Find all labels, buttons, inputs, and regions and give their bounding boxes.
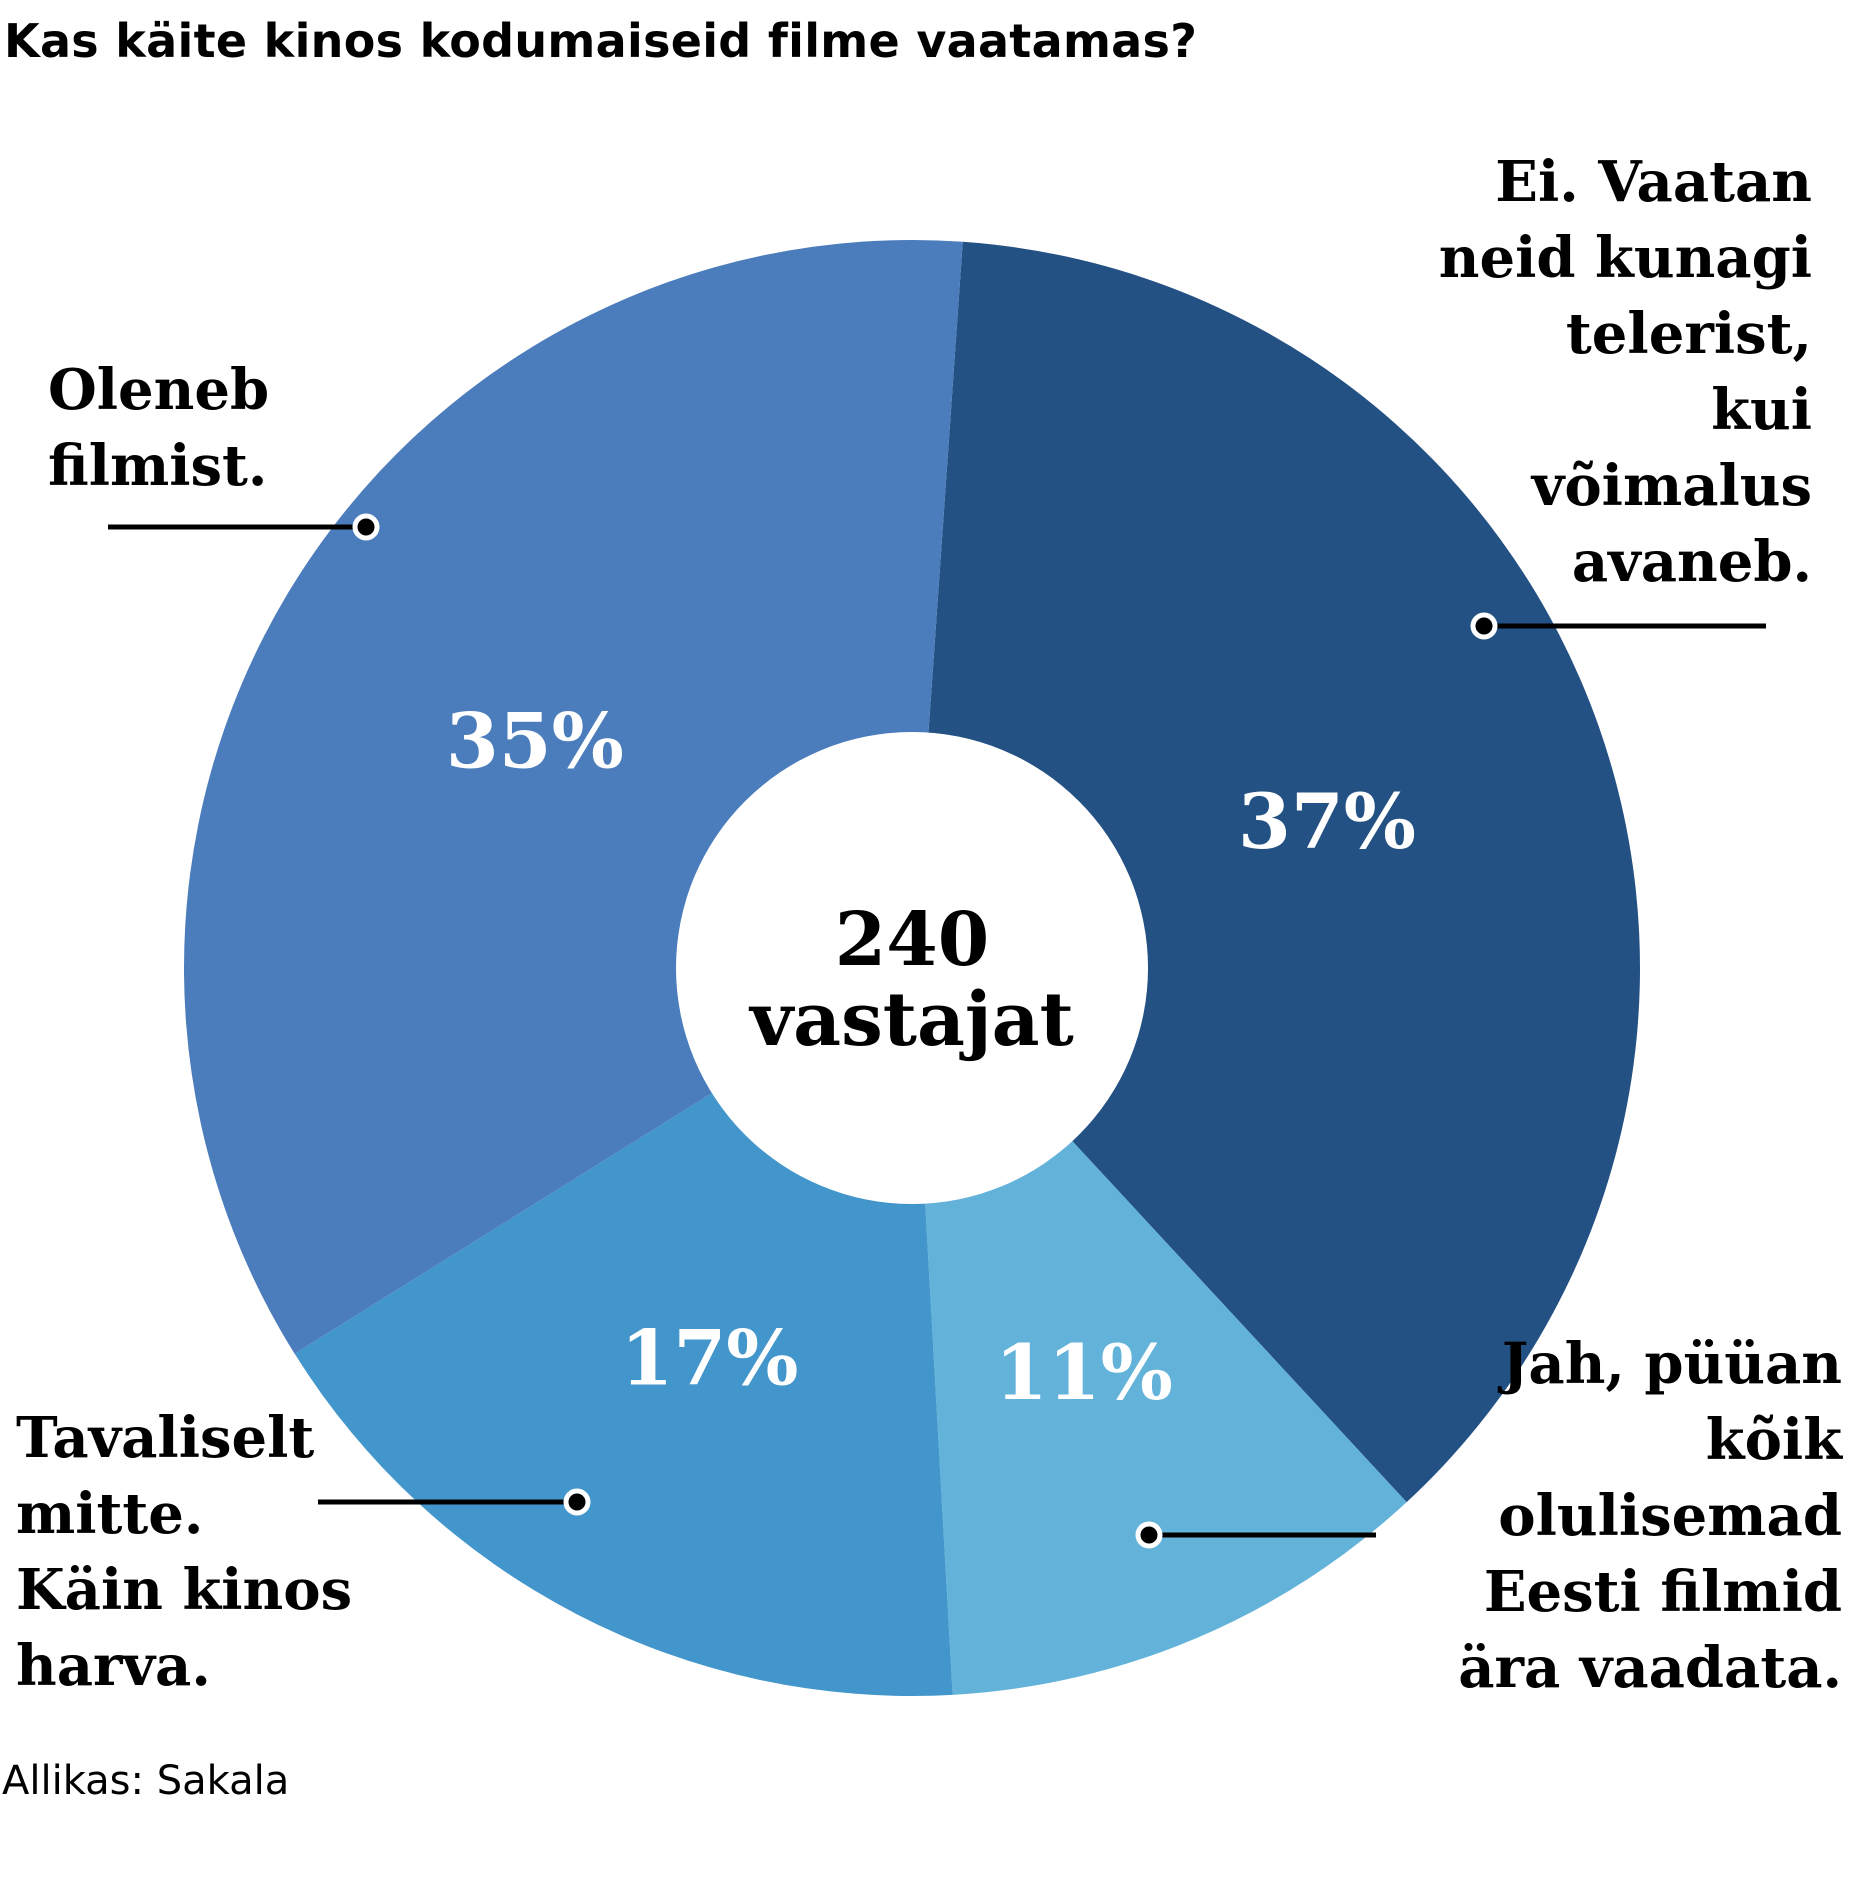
center-respondent-count: 240 <box>835 897 989 983</box>
category-label-line: ära vaadata. <box>1458 1635 1842 1701</box>
category-label-line: kõik <box>1705 1407 1842 1473</box>
leader-dot-usually-not <box>563 1488 591 1516</box>
source-note: Allikas: Sakala <box>2 1758 290 1804</box>
category-label-line: Eesti filmid <box>1483 1559 1842 1625</box>
category-label-line: Tavaliselt <box>16 1405 315 1471</box>
chart-title: Kas käite kinos kodumaiseid filme vaatam… <box>4 14 1198 68</box>
center-hole <box>676 732 1148 1204</box>
slice-no-tv <box>912 241 1641 1503</box>
category-label-line: kui <box>1711 377 1812 443</box>
leader-lines-group <box>108 513 1766 1549</box>
category-label-line: Ei. Vaatan <box>1495 149 1812 215</box>
category-label-line: filmist. <box>48 433 268 499</box>
value-label-depends: 35% <box>446 696 624 785</box>
category-label-line: Käin kinos <box>16 1557 353 1623</box>
category-label-depends: Oleneb filmist. <box>48 352 408 504</box>
slice-depends <box>183 239 963 1354</box>
value-label-yes: 11% <box>995 1328 1173 1417</box>
value-label-usually-not: 17% <box>621 1314 799 1403</box>
leader-dot-no-tv <box>1470 612 1498 640</box>
category-label-usually-not: Tavaliselt mitte. Käin kinos harva. <box>16 1400 476 1704</box>
category-label-line: mitte. <box>16 1481 204 1547</box>
category-label-line: neid kunagi <box>1438 225 1812 291</box>
center-respondent-word: vastajat <box>748 977 1074 1063</box>
category-label-line: olulisemad <box>1498 1483 1842 1549</box>
category-label-line: harva. <box>16 1633 211 1699</box>
category-label-no-tv: Ei. Vaatan neid kunagi telerist, kui võimalu… <box>1380 144 1812 600</box>
category-label-line: telerist, <box>1565 301 1812 367</box>
leader-dot-depends <box>352 513 380 541</box>
value-labels-group: 37% 11% 17% 35% <box>446 696 1416 1417</box>
category-label-line: Oleneb <box>48 357 270 423</box>
leader-dot-yes <box>1135 1521 1163 1549</box>
category-label-line: võimalus <box>1531 453 1812 519</box>
category-label-line: avaneb. <box>1571 529 1812 595</box>
value-label-no-tv: 37% <box>1238 777 1416 866</box>
category-label-yes: Jah, püüan kõik olulisemad Eesti filmid ära … <box>1380 1326 1842 1706</box>
category-label-line: Jah, püüan <box>1501 1331 1842 1397</box>
